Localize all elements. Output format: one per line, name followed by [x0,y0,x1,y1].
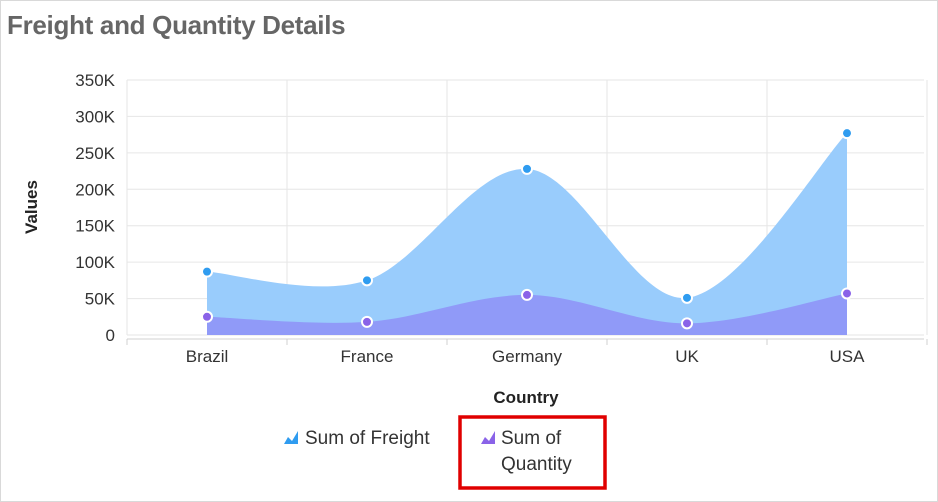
area-series-icon [284,431,298,444]
chart-title: Freight and Quantity Details [7,10,346,40]
area-series-icon [481,431,495,444]
legend: Sum of Freight Sum of Quantity [284,415,607,490]
y-tick-label: 350K [75,71,115,90]
legend-highlight-box [458,415,607,490]
y-tick-label: 200K [75,180,115,199]
x-tick-label: Brazil [186,347,229,366]
x-tick-label: Germany [492,347,562,366]
legend-item-quantity[interactable]: Sum of Quantity [481,428,572,475]
y-tick-label: 300K [75,107,115,126]
y-tick-label: 150K [75,217,115,236]
y-tick-label: 50K [85,290,116,309]
marker-freight[interactable] [521,162,533,175]
y-tick-label: 250K [75,144,115,163]
marker-freight[interactable] [201,265,213,278]
marker-quantity[interactable] [521,288,533,301]
marker-quantity[interactable] [681,317,693,330]
marker-quantity[interactable] [361,315,373,328]
marker-quantity[interactable] [201,310,213,323]
marker-freight[interactable] [681,291,693,304]
y-tick-label: 100K [75,253,115,272]
y-tick-label: 0 [106,326,115,345]
x-tick-label: USA [830,347,866,366]
axes: 0 50K 100K 150K 200K 250K 300K 350K Brazil France… [75,71,928,366]
legend-label-quantity-line1: Sum of [501,428,562,449]
marker-freight[interactable] [361,274,373,287]
x-axis-title: Country [493,388,559,407]
marker-quantity[interactable] [841,287,853,300]
series-markers [201,127,853,330]
y-axis-title: Values [22,180,41,234]
legend-label-quantity-line2: Quantity [501,454,572,475]
marker-freight[interactable] [841,127,853,140]
legend-item-freight[interactable]: Sum of Freight [284,428,430,449]
x-tick-label: France [341,347,394,366]
legend-label-freight: Sum of Freight [305,428,430,449]
x-tick-label: UK [675,347,699,366]
